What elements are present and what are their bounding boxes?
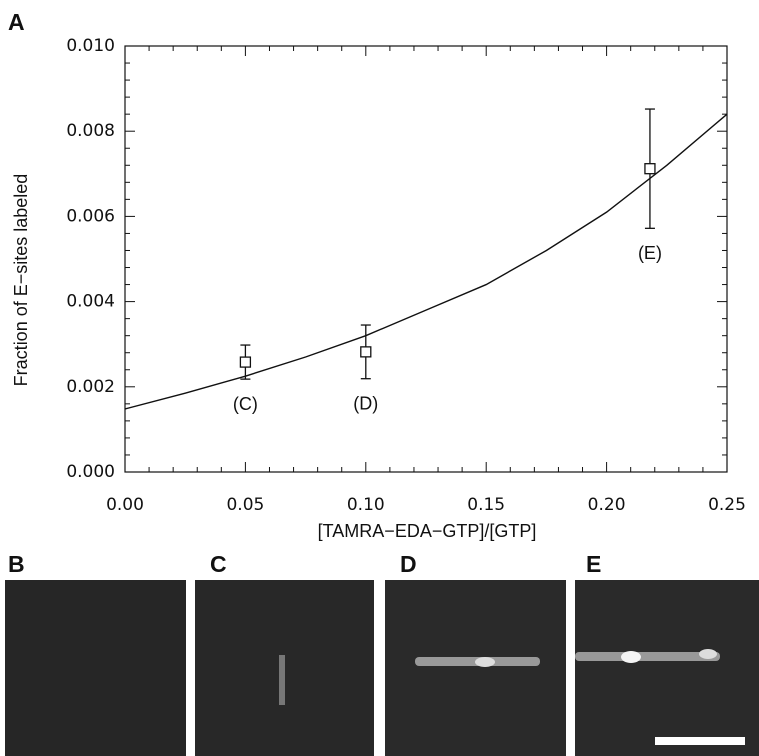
plot-frame: [124, 45, 728, 473]
panel-label: D: [400, 551, 417, 577]
data-point: [360, 346, 372, 358]
panel-label: B: [8, 551, 25, 577]
micrograph: [5, 580, 186, 756]
scale-bar: [655, 737, 745, 745]
fit-line: [124, 113, 728, 410]
y-tick-label: 0.002: [66, 377, 115, 397]
y-tick-label: 0.010: [66, 36, 115, 56]
panel-label: E: [586, 551, 601, 577]
x-tick-label: 0.10: [347, 495, 385, 515]
filament-spot: [621, 651, 641, 663]
data-point: [644, 163, 656, 175]
y-axis-label: Fraction of E−sites labeled: [11, 174, 31, 387]
x-tick-label: 0.00: [106, 495, 144, 515]
micrograph: [385, 580, 566, 756]
y-tick-label: 0.008: [66, 121, 115, 141]
x-tick-label: 0.25: [708, 495, 746, 515]
panel-label: C: [210, 551, 227, 577]
x-tick-label: 0.15: [467, 495, 505, 515]
y-tick-label: 0.000: [66, 462, 115, 482]
point-label: (C): [233, 394, 258, 414]
point-label: (D): [353, 393, 378, 413]
filament: [575, 652, 720, 661]
filament-spot: [699, 649, 717, 659]
y-tick-label: 0.004: [66, 292, 115, 312]
x-axis-label: [TAMRA−EDA−GTP]/[GTP]: [318, 521, 537, 541]
x-tick-label: 0.20: [588, 495, 626, 515]
micrograph: [575, 580, 759, 756]
x-tick-label: 0.05: [226, 495, 264, 515]
data-point: [239, 356, 252, 368]
y-tick-label: 0.006: [66, 206, 115, 226]
point-label: (E): [638, 243, 662, 263]
filament-spot: [475, 657, 495, 667]
micrographs: [5, 580, 759, 756]
filament: [279, 655, 285, 705]
panel-label: A: [8, 9, 25, 35]
